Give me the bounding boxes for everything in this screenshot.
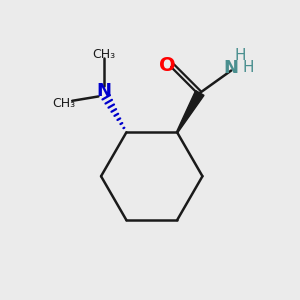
Text: H: H [242, 60, 254, 75]
Text: O: O [159, 56, 175, 75]
Text: H: H [234, 48, 246, 63]
Text: N: N [224, 59, 239, 77]
Text: CH₃: CH₃ [92, 48, 115, 61]
Polygon shape [176, 91, 204, 133]
Text: N: N [96, 82, 111, 100]
Text: CH₃: CH₃ [52, 97, 75, 110]
